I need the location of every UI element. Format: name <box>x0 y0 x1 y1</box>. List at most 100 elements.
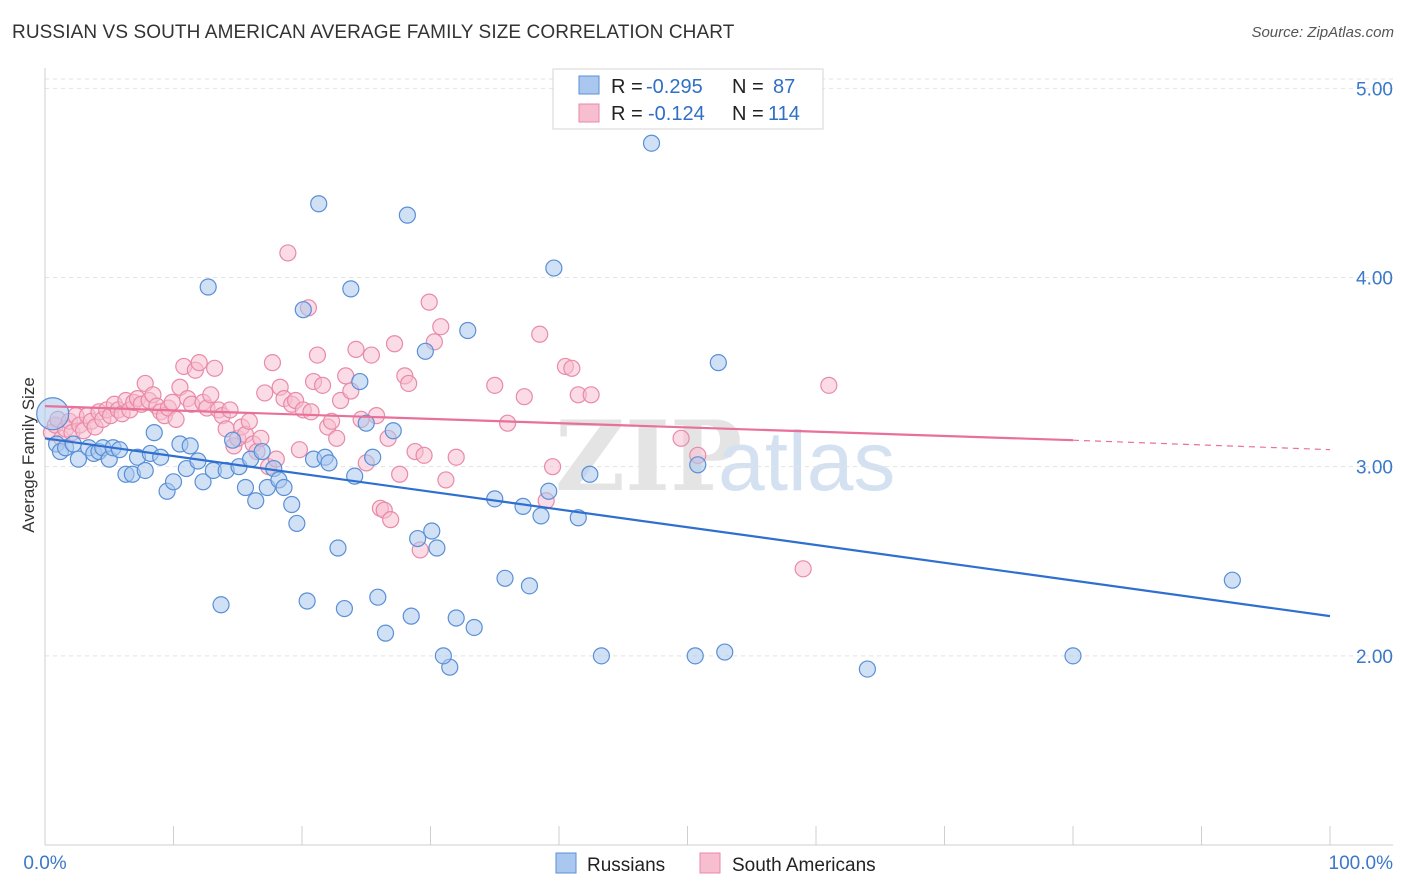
south-americans-point <box>563 359 581 377</box>
russians-point <box>398 206 416 224</box>
russians-point <box>351 372 369 391</box>
russians-point <box>540 482 558 500</box>
south-americans-point <box>163 393 181 411</box>
south-americans-point <box>302 403 320 421</box>
russians-point <box>288 514 306 533</box>
south-americans-point <box>447 448 465 466</box>
chart-title: RUSSIAN VS SOUTH AMERICAN AVERAGE FAMILY… <box>12 22 735 43</box>
russians-point <box>364 448 382 466</box>
legend-n-value-1: 87 <box>773 76 795 98</box>
russians-point <box>496 569 514 587</box>
south-americans-point <box>432 318 450 336</box>
south-americans-point <box>206 359 224 377</box>
russians-point <box>329 539 347 557</box>
south-americans-point <box>263 354 282 372</box>
y-tick-labels: 2.00 3.00 4.00 5.00 <box>1356 79 1393 667</box>
russians-point <box>247 492 265 510</box>
russians-point <box>409 529 427 548</box>
russians-point <box>357 414 375 432</box>
south-americans-point <box>531 325 549 343</box>
south-americans-trend-extension <box>1072 439 1331 451</box>
legend-n-value-2: 114 <box>768 103 800 125</box>
south-americans-point <box>499 414 517 432</box>
russians-point <box>545 259 563 277</box>
south-americans-point <box>190 354 208 372</box>
south-americans-point <box>362 346 380 364</box>
russians-point <box>224 431 242 449</box>
bottom-legend-swatch-russians <box>555 852 577 874</box>
x-tick-labels: 0.0% 100.0% <box>23 853 1393 874</box>
russians-point <box>342 280 360 298</box>
south-americans-point <box>313 376 332 394</box>
russians-point <box>283 495 301 514</box>
russians-point <box>369 588 387 606</box>
south-americans-point <box>240 412 258 430</box>
russians-trend-line <box>44 437 1331 618</box>
south-americans-point <box>308 346 327 364</box>
russians-point <box>384 422 402 440</box>
series-legend: Russians South Americans <box>555 852 876 876</box>
russians-point <box>152 448 170 466</box>
stats-legend: R = -0.295 N = 87 R = -0.124 N = 114 <box>552 68 824 130</box>
south-americans-point <box>415 446 433 464</box>
russians-point <box>642 134 661 152</box>
russians-point <box>1064 647 1082 665</box>
russians-point <box>434 647 452 665</box>
russians-point <box>465 618 483 637</box>
axes <box>44 68 1393 846</box>
russians-point <box>423 522 441 540</box>
bottom-legend-russians: Russians <box>587 855 665 876</box>
russians-point <box>447 609 465 627</box>
south-americans-point <box>382 511 400 529</box>
x-tick-label-max: 100.0% <box>1329 853 1394 874</box>
legend-n-label-1: N = <box>732 76 764 98</box>
south-americans-point <box>420 293 438 311</box>
south-americans-point <box>328 429 346 447</box>
south-americans-point <box>347 340 365 359</box>
watermark-zip: ZIP <box>555 400 742 513</box>
south-americans-point <box>221 401 239 419</box>
russians-point <box>194 473 212 491</box>
russians-point <box>514 497 532 516</box>
south-americans-point <box>672 429 690 447</box>
russians-point <box>136 461 154 480</box>
y-axis-label: Average Family Size <box>19 377 38 533</box>
russians-point <box>298 592 316 610</box>
legend-r-value-1: -0.295 <box>646 76 703 98</box>
south-americans-point <box>515 388 533 406</box>
russians-point <box>532 507 550 525</box>
russians-point <box>520 577 539 595</box>
russians-point <box>428 539 446 557</box>
y-tick-label: 2.00 <box>1356 647 1393 668</box>
bottom-legend-south-americans: South Americans <box>732 855 876 876</box>
russians-point <box>181 437 199 455</box>
source-credit: Source: ZipAtlas.com <box>1251 24 1394 41</box>
south-americans-point <box>582 386 600 404</box>
russians-point <box>335 599 354 618</box>
south-americans-point <box>202 386 220 404</box>
russians-point <box>581 465 599 483</box>
russians-point <box>36 397 70 431</box>
south-americans-point <box>400 374 418 393</box>
x-tick-label-min: 0.0% <box>23 853 66 874</box>
russians-point <box>145 424 163 442</box>
south-americans-point <box>385 335 404 353</box>
south-americans-point <box>290 441 309 459</box>
russians-point <box>253 442 271 461</box>
south-americans-point <box>437 471 455 489</box>
bottom-legend-swatch-south-americans <box>699 852 721 874</box>
legend-swatch-south-americans <box>578 103 600 123</box>
legend-r-value-2: -0.124 <box>648 103 705 125</box>
legend-r-label-2: R = <box>611 103 643 125</box>
russians-point <box>376 624 395 642</box>
y-tick-label: 4.00 <box>1356 269 1393 290</box>
legend-r-label-1: R = <box>611 76 643 98</box>
legend-n-label-2: N = <box>732 103 764 125</box>
south-americans-point <box>167 410 185 428</box>
russians-point <box>199 278 217 296</box>
russians-point <box>709 354 727 372</box>
south-americans-point <box>543 458 562 476</box>
russians-point <box>459 321 477 340</box>
russians-point <box>294 301 312 319</box>
